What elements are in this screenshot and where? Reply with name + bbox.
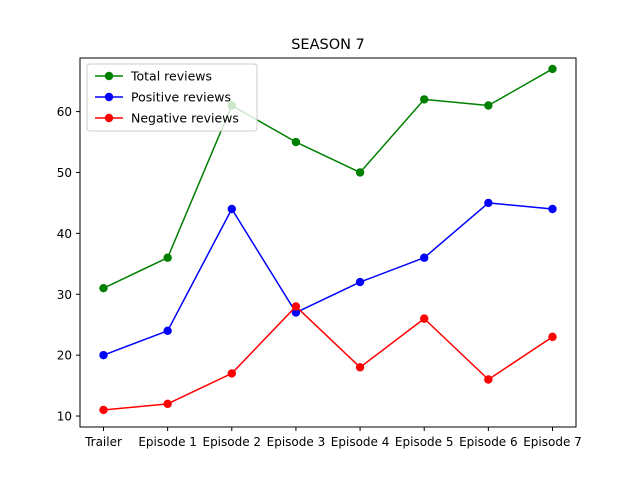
data-point: [99, 350, 108, 360]
data-point: [99, 283, 108, 293]
legend: Total reviews Positive reviews Negative re…: [86, 63, 258, 132]
legend-item: Positive reviews: [95, 90, 231, 105]
legend-label: Total reviews: [130, 69, 212, 84]
legend-label: Positive reviews: [131, 90, 231, 105]
data-point: [291, 137, 301, 147]
data-point: [420, 95, 429, 104]
data-point: [420, 253, 429, 262]
x-tick-label: Episode 4: [331, 435, 390, 449]
legend-marker: [104, 92, 114, 102]
data-point: [484, 375, 493, 384]
data-point: [227, 204, 236, 214]
data-point: [355, 168, 365, 177]
x-tick-label: Episode 6: [459, 435, 518, 449]
y-tick-label: 40: [57, 227, 72, 241]
y-tick-label: 10: [57, 410, 72, 424]
axes: Trailer Episode 1 Episode 2 Episode 3 Episod…: [57, 105, 582, 449]
legend-item: Total reviews: [95, 69, 212, 84]
legend-box: [86, 63, 258, 132]
y-tick-label: 60: [57, 105, 72, 119]
x-tick-label: Episode 2: [202, 435, 261, 449]
series-line: [103, 202, 553, 356]
data-point: [484, 198, 493, 208]
x-tick-label: Episode 3: [267, 435, 326, 449]
x-tick-label: Episode 1: [138, 435, 197, 449]
data-point: [355, 277, 365, 287]
data-point: [548, 332, 557, 342]
data-point: [291, 308, 301, 317]
legend-label: Negative reviews: [131, 111, 239, 126]
x-tick-label: Episode 5: [395, 435, 454, 449]
data-point: [163, 399, 172, 409]
data-point: [291, 302, 301, 311]
y-tick-label: 30: [57, 288, 72, 302]
data-point: [484, 101, 493, 110]
data-point: [99, 405, 108, 415]
data-point: [355, 363, 365, 372]
x-tick-label: Trailer: [84, 435, 122, 449]
y-tick-label: 50: [57, 166, 72, 180]
legend-item: Negative reviews: [95, 111, 239, 126]
series-line: [103, 305, 553, 411]
series-line: [103, 68, 553, 289]
data-point: [420, 314, 429, 323]
x-tick-label: Episode 7: [523, 435, 582, 449]
data-point: [548, 64, 557, 74]
legend-marker: [104, 71, 114, 81]
chart-title: SEASON 7: [291, 37, 365, 53]
data-point: [548, 204, 557, 214]
data-point: [163, 253, 172, 262]
legend-marker: [104, 113, 114, 123]
series-2: [99, 302, 557, 415]
plot-frame: [79, 57, 577, 428]
y-tick-label: 20: [57, 349, 72, 363]
series-1: [99, 198, 557, 360]
data-point: [163, 326, 172, 335]
data-point: [227, 369, 236, 378]
